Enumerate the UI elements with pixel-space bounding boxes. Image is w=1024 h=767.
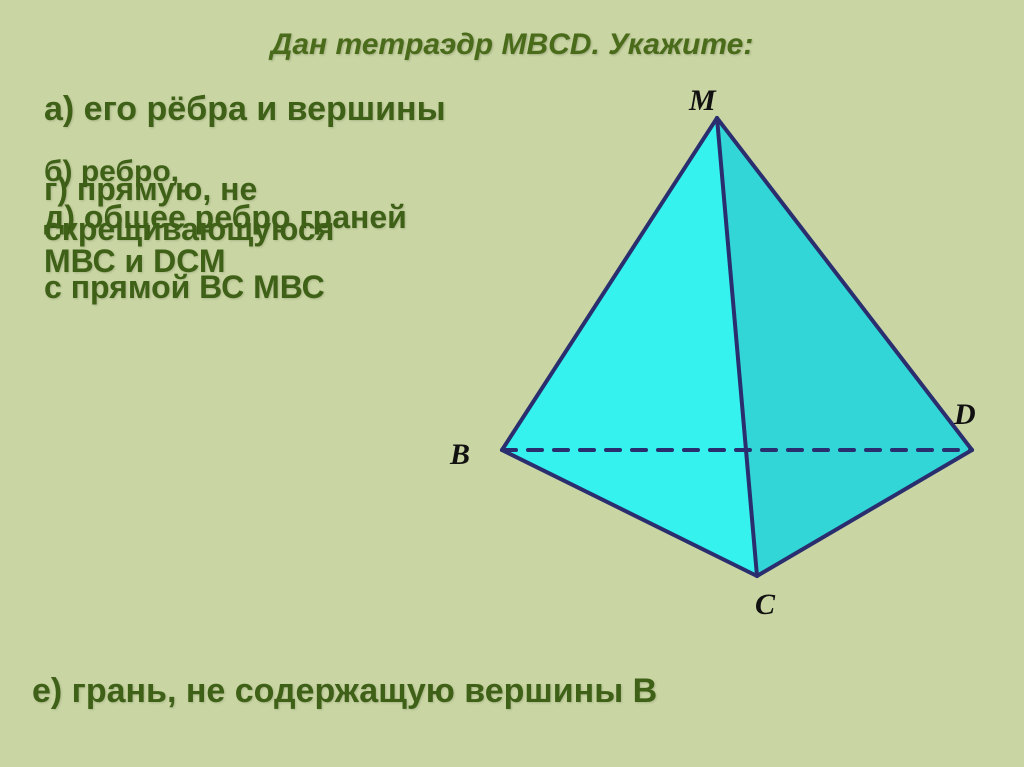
vertex-label-c: C (755, 588, 775, 622)
question-a: а) его рёбра и вершины (44, 90, 446, 129)
slide-title: Дан тетраэдр MBCD. Укажите: (0, 28, 1024, 62)
tetrahedron-diagram: M B C D (442, 78, 987, 598)
question-e: е) грань, не содержащую вершины В (32, 672, 657, 711)
vertex-label-d: D (954, 398, 976, 432)
question-bc: с прямой ВС МВС (44, 269, 325, 306)
vertex-label-m: M (689, 84, 716, 118)
tetrahedron-svg (442, 78, 987, 598)
vertex-label-b: B (450, 438, 470, 472)
